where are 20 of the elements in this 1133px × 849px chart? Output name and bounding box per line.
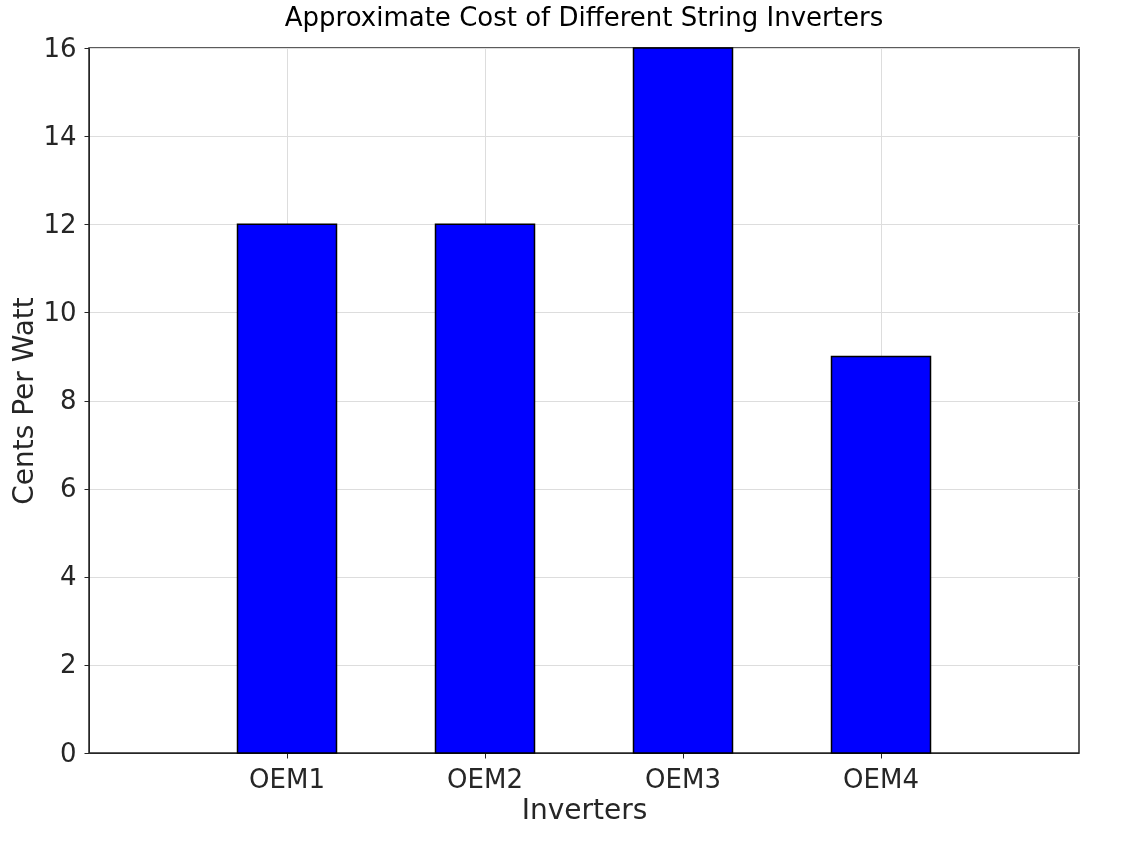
x-tick-label: OEM2: [447, 763, 523, 794]
y-tick-label: 4: [59, 561, 77, 592]
x-tick-label: OEM3: [645, 763, 721, 794]
x-axis-title: Inverters: [521, 792, 648, 826]
x-tick-label: OEM1: [249, 763, 325, 794]
y-tick-label: 16: [43, 32, 77, 63]
chart-title: Approximate Cost of Different String Inverters: [284, 2, 884, 32]
y-tick-label: 2: [59, 649, 77, 680]
y-tick-label: 6: [59, 473, 77, 504]
y-tick-label: 8: [59, 385, 77, 415]
y-tick-label: 10: [43, 296, 77, 327]
x-tick-label: OEM4: [843, 763, 919, 794]
bar: [632, 47, 734, 754]
bar: [236, 223, 338, 754]
y-tick-label: 14: [43, 120, 77, 151]
bar: [434, 223, 536, 754]
bar: [830, 355, 932, 754]
y-tick-label: 12: [43, 208, 77, 239]
y-axis-title: Cents Per Watt: [7, 297, 41, 505]
y-tick-label: 0: [59, 737, 77, 768]
